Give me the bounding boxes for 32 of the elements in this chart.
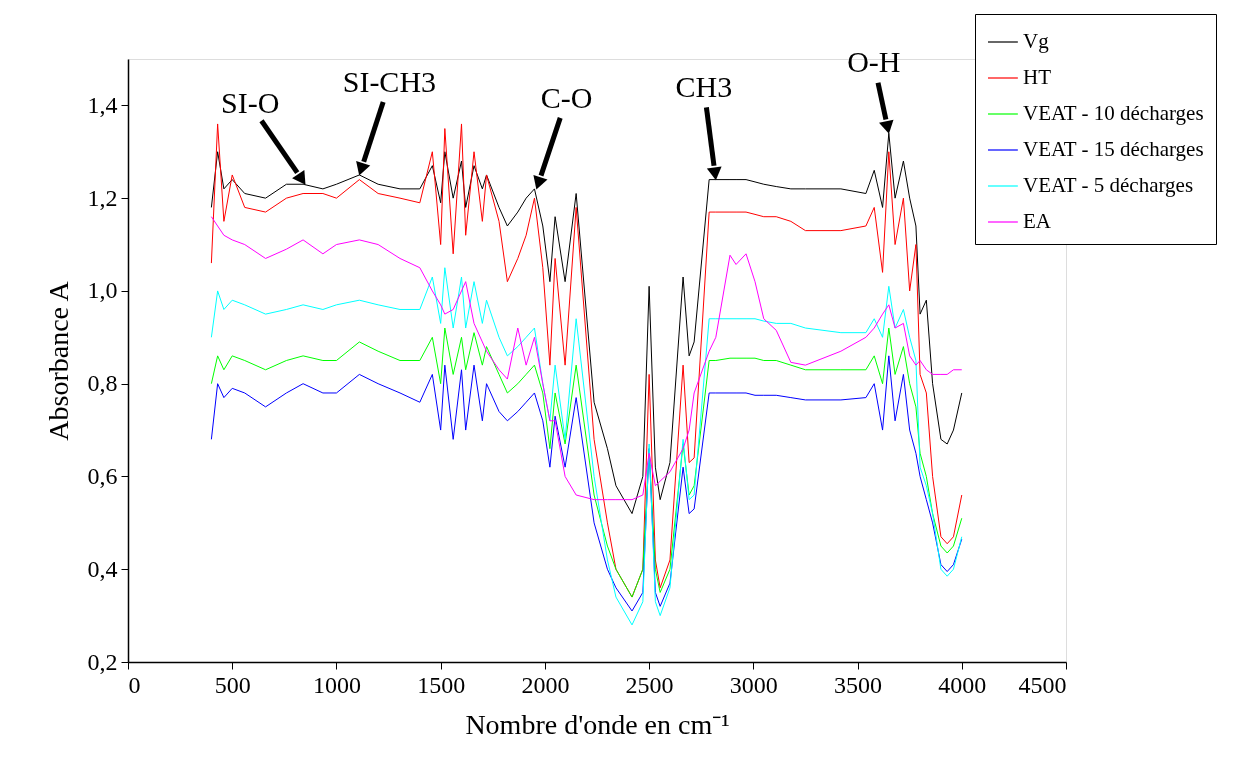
legend-label: VEAT - 10 décharges <box>1023 101 1204 125</box>
y-tick-label: 0,2 <box>87 648 118 675</box>
x-tick-label: 3000 <box>729 671 778 698</box>
x-tick-label: 4500 <box>1018 671 1067 698</box>
legend-label: HT <box>1023 65 1052 89</box>
x-tick-label: 2000 <box>521 671 570 698</box>
x-tick-label: 1500 <box>417 671 466 698</box>
legend-label: EA <box>1023 209 1052 233</box>
legend-label: VEAT - 15 décharges <box>1023 137 1204 161</box>
y-tick-label: 0,8 <box>87 370 118 397</box>
annotation: CH3 <box>675 69 733 103</box>
x-tick-label: 4000 <box>938 671 987 698</box>
y-tick-label: 1,0 <box>87 277 118 304</box>
y-tick-label: 1,2 <box>87 184 118 211</box>
x-tick-label: 1000 <box>312 671 361 698</box>
x-axis-title: Nombre d'onde en cm⁻¹ <box>465 708 730 740</box>
annotation: O-H <box>847 45 901 79</box>
x-tick-label: 0 <box>128 671 141 698</box>
x-tick-label: 2500 <box>625 671 674 698</box>
y-tick-label: 1,4 <box>87 91 118 118</box>
legend-label: Vg <box>1023 29 1050 53</box>
x-tick-label: 3500 <box>834 671 883 698</box>
x-tick-label: 500 <box>214 671 251 698</box>
line-series <box>210 216 963 501</box>
y-tick-label: 0,4 <box>87 555 118 582</box>
line-series <box>210 267 963 626</box>
y-tick-label: 0,6 <box>87 462 118 489</box>
annotation: SI-CH3 <box>342 64 437 98</box>
legend-label: VEAT - 5 décharges <box>1023 173 1194 197</box>
annotation: C-O <box>540 80 593 114</box>
annotation: SI-O <box>221 86 280 120</box>
y-axis-title: Absorbance A <box>42 280 74 441</box>
